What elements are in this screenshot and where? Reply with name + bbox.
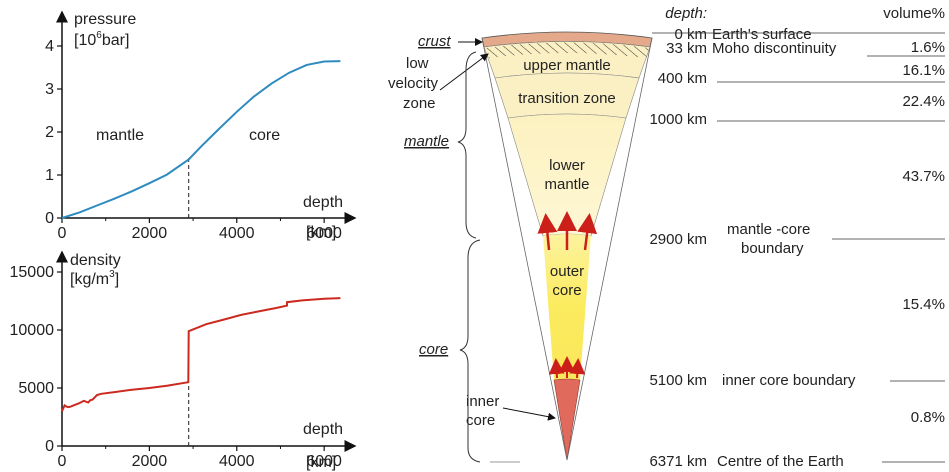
pressure-xtick-label-1: 2000	[132, 225, 168, 242]
density-xlabel: depth	[303, 421, 343, 438]
depth-0: 0 km	[674, 26, 707, 43]
pressure-ytick-label-4: 4	[45, 38, 54, 55]
pressure-xtick-label-2: 4000	[219, 225, 255, 242]
boundary-mantle-core-1: mantle -core	[727, 221, 810, 238]
depth-400: 400 km	[658, 70, 707, 87]
label-outer-core-1: outer	[550, 263, 584, 280]
label-inner-core-1: inner	[466, 393, 499, 410]
pressure-region-mantle: mantle	[96, 127, 144, 144]
density-y-ticks: 0 5000 10000 15000	[10, 264, 62, 455]
inner-core-pointer	[502, 407, 556, 421]
label-core: core	[419, 341, 448, 358]
label-crust: crust	[418, 33, 451, 50]
outer-core-layer	[543, 234, 591, 380]
boundary-moho: Moho discontinuity	[712, 40, 837, 57]
inner-core-layer	[553, 378, 581, 461]
depth-6371: 6371 km	[649, 453, 707, 470]
pressure-region-core: core	[249, 127, 280, 144]
boundary-centre: Centre of the Earth	[717, 453, 844, 470]
depth-33: 33 km	[666, 40, 707, 57]
density-ylabel-unit: [kg/m3]	[70, 269, 119, 288]
volume-header: volume%	[883, 5, 945, 22]
density-ytick-label-2: 10000	[10, 322, 55, 339]
label-upper-mantle: upper mantle	[523, 57, 611, 74]
mantle-arrow-right	[577, 213, 598, 251]
depth-volume-table: depth: volume% 0 km Earth's surface 33 k…	[649, 5, 945, 470]
density-xtick-label-2: 4000	[219, 453, 255, 470]
depth-1000: 1000 km	[649, 111, 707, 128]
pressure-xtick-label-0: 0	[58, 225, 67, 242]
label-transition-zone: transition zone	[518, 90, 616, 107]
label-lower-mantle-2: mantle	[544, 176, 589, 193]
density-ytick-label-1: 5000	[18, 380, 54, 397]
label-low-velocity-2: velocity	[388, 75, 439, 92]
depth-2900: 2900 km	[649, 231, 707, 248]
density-chart: 0 5000 10000 15000 0 2000 4000 6000 density [k…	[10, 250, 357, 471]
pressure-curve	[61, 60, 341, 219]
density-x-unit: [km]	[306, 454, 336, 471]
volume-outer-core: 15.4%	[902, 296, 945, 313]
depth-5100: 5100 km	[649, 372, 707, 389]
low-velocity-pointer	[439, 53, 489, 91]
earth-wedge: upper mantle transition zone lower mantl…	[388, 31, 653, 463]
core-convection-arrows	[548, 356, 586, 379]
volume-lower-mantle: 43.7%	[902, 168, 945, 185]
label-low-velocity-1: low	[406, 55, 429, 72]
label-mantle: mantle	[404, 133, 449, 150]
density-ytick-label-0: 0	[45, 438, 54, 455]
pressure-xtick-label-3: 6000	[306, 225, 342, 242]
pressure-y-ticks: 0 1 2 3 4	[45, 38, 62, 227]
pressure-chart: 0 1 2 3 4 0 2000 4000 6000 pressure [106bar] ma…	[45, 10, 357, 242]
pressure-ytick-label-3: 3	[45, 81, 54, 98]
core-arrow-right	[569, 358, 586, 379]
mantle-brace	[457, 51, 477, 239]
pressure-xlabel: depth	[303, 194, 343, 211]
density-curve	[61, 297, 341, 412]
volume-inner-core: 0.8%	[911, 409, 945, 426]
pressure-ylabel: pressure	[74, 11, 136, 28]
density-x-ticks: 0 2000 4000 6000	[58, 446, 342, 470]
label-outer-core-2: core	[552, 282, 581, 299]
label-inner-core-2: core	[466, 412, 495, 429]
density-xtick-label-1: 2000	[132, 453, 168, 470]
low-velocity-hatch	[486, 42, 649, 58]
pressure-x-ticks: 0 2000 4000 6000	[58, 218, 342, 242]
depth-header: depth:	[665, 5, 707, 22]
volume-crust: 1.6%	[911, 39, 945, 56]
density-ylabel: density	[70, 252, 121, 269]
pressure-ytick-label-1: 1	[45, 167, 54, 184]
volume-transition: 22.4%	[902, 93, 945, 110]
density-xtick-label-3: 6000	[306, 453, 342, 470]
label-low-velocity-3: zone	[403, 95, 436, 112]
core-brace	[459, 239, 481, 463]
pressure-x-unit: [km]	[306, 224, 336, 241]
volume-upper-mantle: 16.1%	[902, 62, 945, 79]
wedge-outline	[481, 37, 653, 461]
mantle-convection-arrows	[537, 211, 598, 251]
pressure-ytick-label-0: 0	[45, 210, 54, 227]
pressure-ytick-label-2: 2	[45, 124, 54, 141]
density-ytick-label-3: 15000	[10, 264, 55, 281]
mantle-arrow-left	[537, 213, 558, 251]
density-xtick-label-0: 0	[58, 453, 67, 470]
boundary-mantle-core-2: boundary	[741, 240, 804, 257]
label-lower-mantle-1: lower	[549, 157, 585, 174]
boundary-inner-core: inner core boundary	[722, 372, 856, 389]
core-arrow-left	[548, 358, 565, 379]
boundary-earth-surface: Earth's surface	[712, 26, 812, 43]
pressure-ylabel-unit: [106bar]	[74, 30, 129, 49]
